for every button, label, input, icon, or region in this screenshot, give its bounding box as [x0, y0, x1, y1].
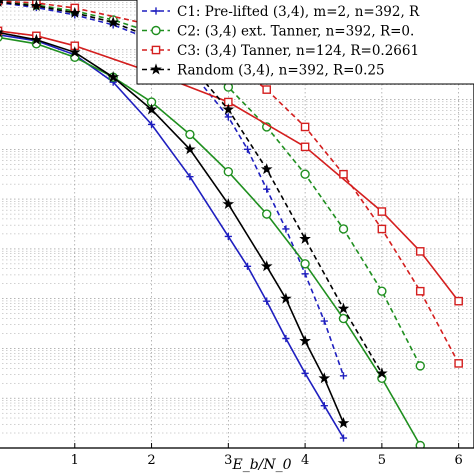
data-point — [454, 296, 463, 306]
data-point — [263, 297, 271, 305]
data-point — [223, 167, 234, 177]
data-point — [338, 224, 349, 234]
x-tick-label: 5 — [378, 453, 386, 468]
data-point — [318, 372, 331, 384]
data-point — [263, 185, 271, 193]
legend-marker — [152, 7, 160, 15]
legend-label: C3: (3,4) Tanner, n=124, R=0.2661 — [177, 43, 419, 59]
data-point — [260, 163, 273, 175]
data-point — [301, 369, 309, 377]
legend-item: Random (3,4), n=392, R=0.25 — [142, 62, 385, 78]
data-point — [337, 302, 350, 314]
data-point — [415, 440, 425, 448]
data-point — [454, 359, 463, 368]
legend-marker — [151, 25, 161, 36]
data-point — [299, 334, 311, 346]
x-axis-label: E_b/N_0 — [231, 457, 291, 473]
data-point — [243, 145, 252, 153]
series — [0, 0, 463, 448]
x-ticks: 1 2 3 4 5 6 — [71, 443, 463, 468]
series-line — [0, 36, 421, 446]
series-line — [0, 0, 422, 367]
data-point — [339, 372, 348, 380]
data-point — [301, 270, 309, 278]
legend: C1: Pre-lifted (3,4), m=2, n=392, R C2: (… — [136, 0, 474, 85]
legend-label: Random (3,4), n=392, R=0.25 — [177, 62, 385, 78]
series-1 — [0, 34, 348, 442]
data-point — [282, 225, 290, 233]
data-point — [0, 30, 4, 38]
data-point — [377, 286, 387, 296]
data-point — [262, 209, 272, 219]
series-line — [0, 0, 460, 364]
data-point — [376, 367, 388, 379]
data-point — [339, 434, 348, 442]
data-point — [107, 16, 119, 28]
data-point — [300, 169, 310, 179]
x-tick-label: 6 — [455, 453, 463, 468]
data-point — [224, 232, 232, 241]
data-point — [222, 197, 235, 210]
data-point — [338, 313, 349, 324]
data-point — [222, 103, 235, 115]
data-point — [145, 103, 158, 115]
series-line — [0, 31, 345, 424]
data-point — [68, 46, 81, 58]
data-point — [300, 122, 310, 132]
data-point — [415, 361, 425, 371]
data-point — [262, 85, 272, 94]
legend-label: C2: (3,4) ext. Tanner, n=392, R=0. — [177, 23, 414, 39]
data-point — [186, 173, 194, 181]
data-point — [243, 262, 252, 270]
legend-label: C1: Pre-lifted (3,4), m=2, n=392, R — [177, 4, 420, 20]
data-point — [300, 142, 310, 152]
legend-box — [136, 0, 474, 85]
data-point — [224, 113, 232, 121]
legend-marker — [150, 63, 162, 75]
data-point — [107, 71, 119, 83]
data-point — [147, 120, 156, 129]
data-point — [185, 129, 195, 140]
data-point — [68, 6, 81, 18]
data-point — [300, 259, 310, 269]
plot-frame — [0, 0, 474, 449]
data-point — [260, 260, 273, 272]
data-point — [339, 169, 348, 179]
data-point — [299, 232, 311, 244]
x-tick-label: 4 — [301, 453, 309, 468]
legend-item: C1: Pre-lifted (3,4), m=2, n=392, R — [142, 4, 420, 20]
series-7 — [0, 30, 350, 429]
legend-item: C2: (3,4) ext. Tanner, n=392, R=0. — [142, 23, 414, 39]
data-point — [320, 317, 328, 325]
x-tick-label: 2 — [147, 453, 155, 468]
data-point — [30, 0, 43, 11]
data-point — [415, 247, 425, 256]
data-point — [184, 143, 196, 155]
data-point — [377, 224, 387, 234]
data-point — [280, 292, 292, 304]
data-point — [337, 417, 350, 429]
data-point — [30, 33, 43, 45]
data-point — [415, 286, 425, 296]
data-point — [377, 207, 387, 216]
legend-marker — [151, 45, 161, 55]
data-point — [320, 402, 328, 410]
series-line — [0, 34, 345, 439]
x-tick-label: 1 — [71, 453, 79, 468]
data-point — [282, 334, 290, 343]
x-tick-label: 3 — [224, 453, 232, 468]
legend-item: C3: (3,4) Tanner, n=124, R=0.2661 — [142, 43, 419, 59]
